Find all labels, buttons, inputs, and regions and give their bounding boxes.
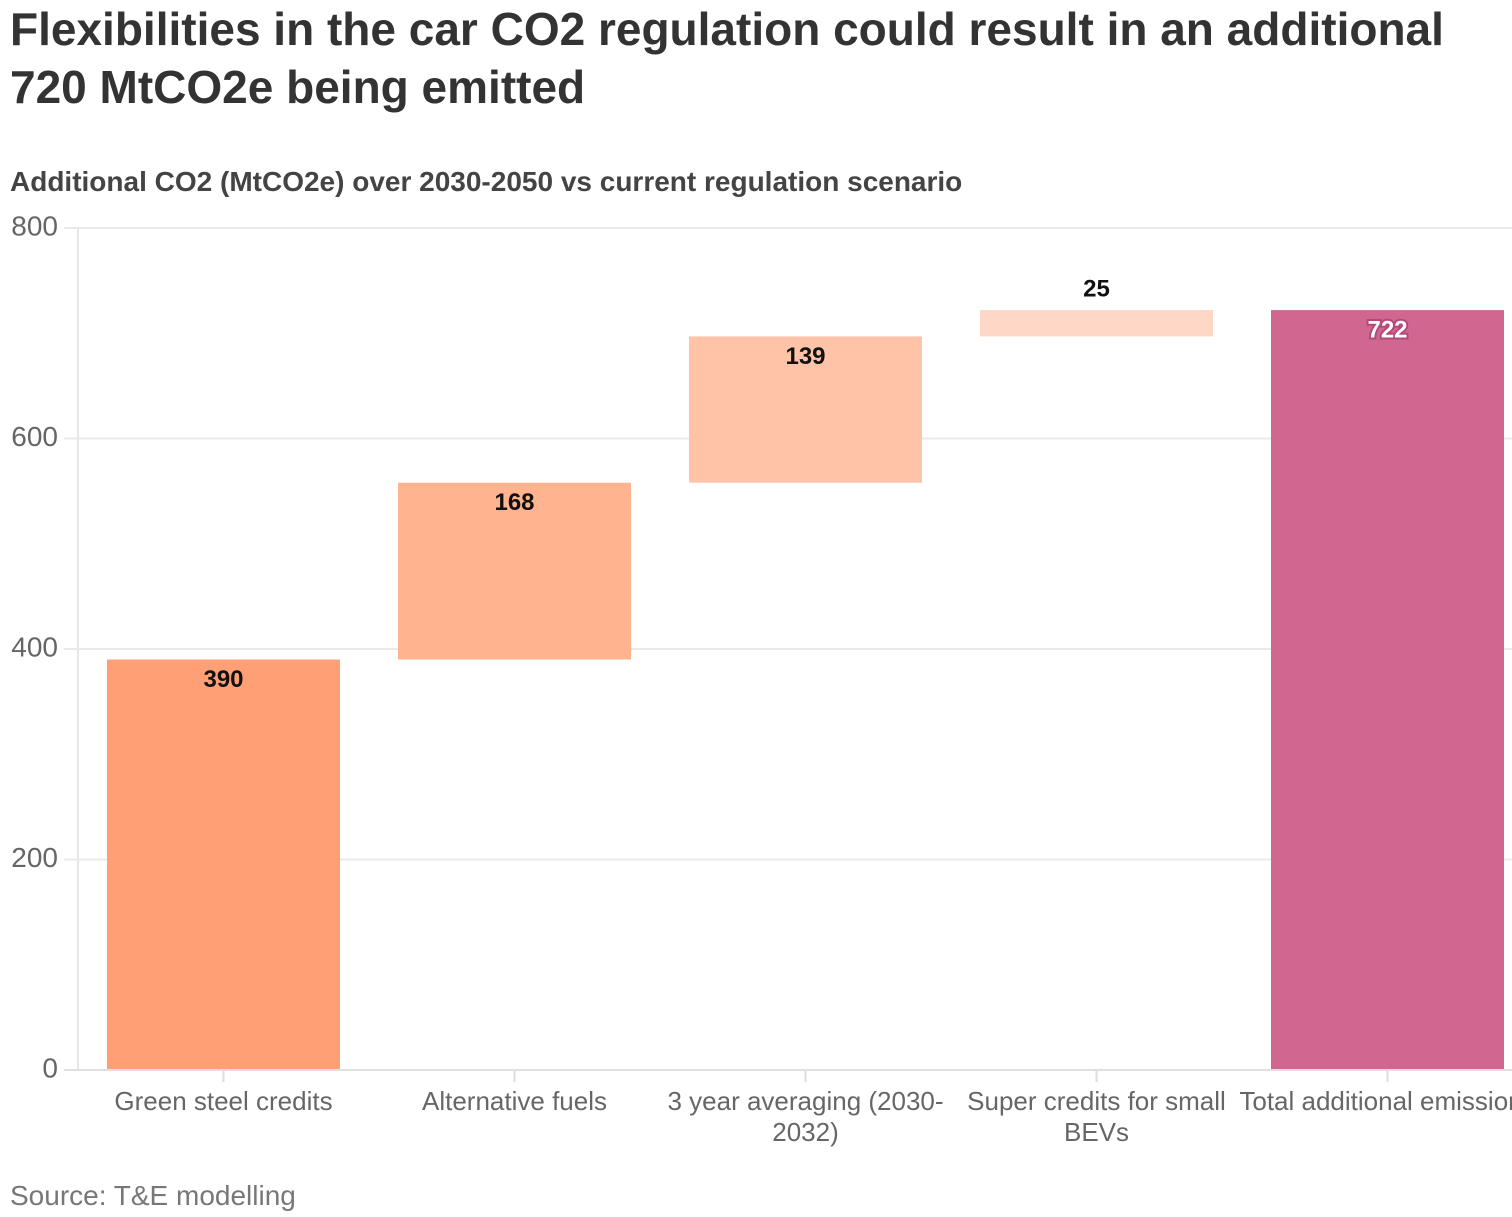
- y-tick-label: 800: [11, 210, 58, 241]
- chart-title: Flexibilities in the car CO2 regulation …: [10, 3, 1444, 113]
- data-label: 139: [785, 343, 825, 370]
- y-tick-label: 600: [11, 421, 58, 452]
- x-tick-label: Alternative fuels: [422, 1086, 607, 1116]
- x-tick-label: Total additional emissions: [1239, 1086, 1512, 1116]
- data-label: 390: [203, 666, 243, 693]
- y-tick-label: 0: [42, 1052, 58, 1083]
- data-label: 25: [1083, 275, 1110, 302]
- data-label: 168: [494, 489, 534, 516]
- y-tick-label: 200: [11, 842, 58, 873]
- bar: [107, 659, 340, 1070]
- y-tick-label: 400: [11, 631, 58, 662]
- x-tick-label: 3 year averaging (2030-2032): [667, 1086, 944, 1147]
- chart-subtitle: Additional CO2 (MtCO2e) over 2030-2050 v…: [10, 166, 963, 197]
- bar: [980, 310, 1213, 337]
- x-tick-label: Green steel credits: [114, 1086, 333, 1116]
- source-note: Source: T&E modelling: [10, 1180, 296, 1211]
- bar: [398, 482, 631, 660]
- data-label: 722: [1367, 316, 1407, 343]
- x-tick-label: Super credits for small BEVs: [967, 1086, 1226, 1147]
- bar: [689, 336, 922, 483]
- bar: [1271, 310, 1504, 1071]
